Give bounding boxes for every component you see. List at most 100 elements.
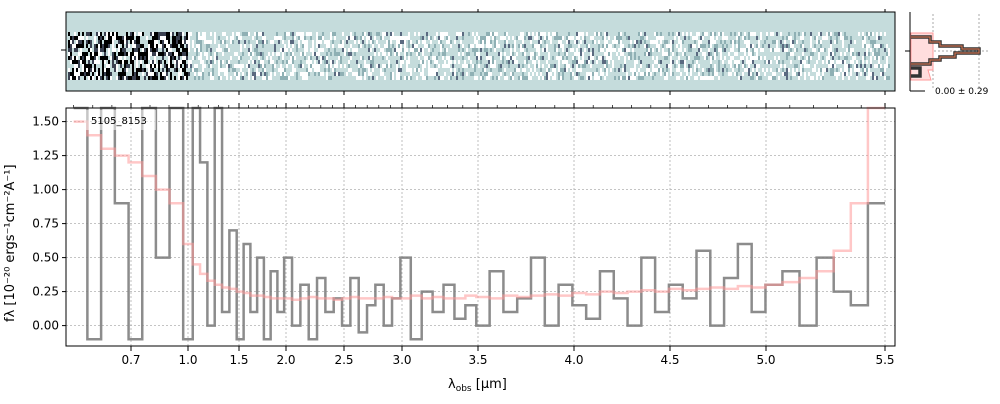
2d-pixel <box>210 48 212 52</box>
2d-pixel <box>736 52 738 56</box>
2d-pixel <box>872 32 874 36</box>
2d-pixel <box>330 60 332 64</box>
2d-pixel <box>264 40 266 44</box>
2d-pixel <box>536 56 538 60</box>
2d-pixel <box>718 60 720 64</box>
2d-pixel <box>874 44 876 48</box>
2d-pixel <box>634 56 636 60</box>
2d-pixel <box>222 32 224 36</box>
2d-pixel <box>612 40 614 44</box>
2d-pixel <box>112 40 114 44</box>
2d-pixel <box>488 60 490 64</box>
2d-pixel <box>750 56 752 60</box>
2d-pixel <box>448 60 450 64</box>
2d-pixel <box>790 44 792 48</box>
2d-pixel <box>182 60 184 64</box>
2d-pixel <box>136 36 138 40</box>
2d-pixel <box>146 72 148 76</box>
2d-pixel <box>522 48 524 52</box>
2d-pixel <box>836 76 838 80</box>
2d-pixel <box>656 68 658 72</box>
2d-pixel <box>122 52 124 56</box>
2d-pixel <box>572 36 574 40</box>
2d-pixel <box>666 72 668 76</box>
2d-pixel <box>878 64 880 68</box>
2d-pixel <box>492 36 494 40</box>
2d-pixel <box>694 40 696 44</box>
2d-pixel <box>798 72 800 76</box>
2d-pixel <box>350 52 352 56</box>
2d-pixel <box>168 56 170 60</box>
2d-pixel <box>562 56 564 60</box>
2d-pixel <box>178 76 180 80</box>
2d-pixel <box>546 60 548 64</box>
2d-pixel <box>390 48 392 52</box>
2d-pixel <box>178 32 180 36</box>
2d-pixel <box>170 64 172 68</box>
2d-pixel <box>740 48 742 52</box>
2d-pixel <box>284 76 286 80</box>
2d-pixel <box>480 48 482 52</box>
2d-pixel <box>154 32 156 36</box>
2d-pixel <box>290 48 292 52</box>
2d-pixel <box>136 56 138 60</box>
2d-pixel <box>260 60 262 64</box>
2d-pixel <box>248 32 250 36</box>
2d-pixel <box>542 48 544 52</box>
2d-pixel <box>178 56 180 60</box>
2d-pixel <box>204 36 206 40</box>
2d-pixel <box>600 76 602 80</box>
2d-pixel <box>820 32 822 36</box>
2d-pixel <box>274 44 276 48</box>
2d-pixel <box>186 64 188 68</box>
2d-pixel <box>546 36 548 40</box>
2d-pixel <box>124 60 126 64</box>
2d-pixel <box>438 52 440 56</box>
2d-pixel <box>640 40 642 44</box>
2d-pixel <box>576 76 578 80</box>
2d-pixel <box>192 44 194 48</box>
2d-pixel <box>746 60 748 64</box>
2d-pixel <box>178 64 180 68</box>
2d-pixel <box>184 48 186 52</box>
2d-pixel <box>854 40 856 44</box>
2d-pixel <box>254 48 256 52</box>
2d-pixel <box>270 76 272 80</box>
2d-pixel <box>522 68 524 72</box>
2d-pixel <box>466 72 468 76</box>
x-tick-label: 2.5 <box>334 353 353 367</box>
2d-pixel <box>226 76 228 80</box>
2d-pixel <box>76 56 78 60</box>
2d-pixel <box>112 52 114 56</box>
2d-pixel <box>646 36 648 40</box>
2d-pixel <box>484 48 486 52</box>
2d-pixel <box>760 56 762 60</box>
2d-pixel <box>504 52 506 56</box>
2d-pixel <box>318 52 320 56</box>
2d-pixel <box>724 48 726 52</box>
2d-pixel <box>678 76 680 80</box>
2d-pixel <box>648 64 650 68</box>
2d-pixel <box>712 36 714 40</box>
2d-pixel <box>342 32 344 36</box>
2d-pixel <box>260 64 262 68</box>
2d-pixel <box>638 32 640 36</box>
2d-pixel <box>270 56 272 60</box>
2d-pixel <box>564 60 566 64</box>
2d-pixel <box>452 56 454 60</box>
2d-pixel <box>670 40 672 44</box>
2d-pixel <box>120 48 122 52</box>
2d-pixel <box>402 60 404 64</box>
2d-pixel <box>222 52 224 56</box>
2d-pixel <box>132 44 134 48</box>
2d-pixel <box>532 72 534 76</box>
2d-pixel <box>438 36 440 40</box>
2d-pixel <box>454 60 456 64</box>
2d-pixel <box>202 36 204 40</box>
2d-pixel <box>300 60 302 64</box>
2d-pixel <box>486 56 488 60</box>
2d-pixel <box>490 60 492 64</box>
2d-pixel <box>160 32 162 36</box>
2d-pixel <box>398 48 400 52</box>
x-axis-label-sub: obs <box>456 384 472 394</box>
